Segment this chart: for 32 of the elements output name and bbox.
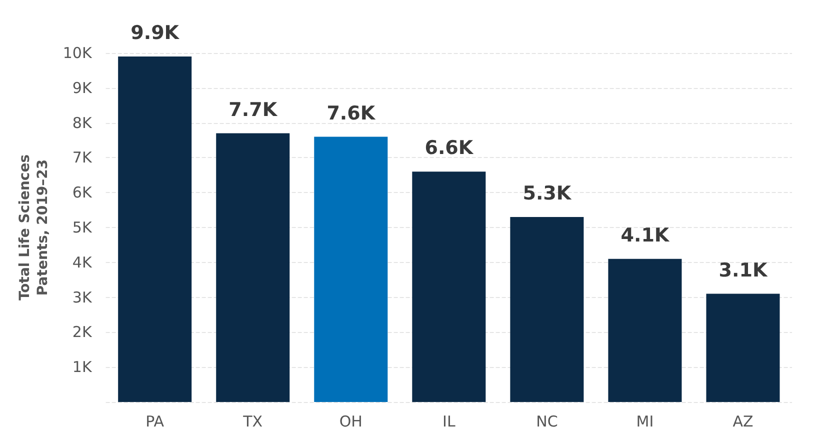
data-label: 9.9K bbox=[130, 22, 180, 44]
data-label: 4.1K bbox=[620, 224, 670, 246]
bar bbox=[608, 258, 682, 402]
y-tick-label: 8K bbox=[72, 114, 93, 132]
y-tick-label: 7K bbox=[72, 148, 93, 167]
x-tick-label: NC bbox=[536, 412, 558, 430]
bar bbox=[706, 294, 780, 402]
data-label: 6.6K bbox=[424, 137, 474, 160]
y-tick-label: 2K bbox=[72, 323, 93, 342]
y-axis-title: Total Life Sciences Patents, 2019–23 bbox=[17, 154, 51, 301]
x-tick-label: IL bbox=[442, 412, 456, 430]
x-tick-label: OH bbox=[339, 412, 362, 430]
data-label: 5.3K bbox=[522, 182, 572, 205]
data-label: 7.7K bbox=[228, 98, 278, 121]
data-label: 3.1K bbox=[718, 259, 768, 282]
bar bbox=[216, 133, 290, 402]
bar bbox=[412, 172, 486, 402]
bar bbox=[510, 217, 584, 402]
x-tick-label: AZ bbox=[732, 412, 754, 430]
x-tick-label: MI bbox=[636, 412, 654, 430]
x-tick-label: TX bbox=[242, 412, 263, 430]
y-tick-label: 4K bbox=[72, 253, 93, 272]
bar bbox=[314, 136, 388, 402]
y-tick-label: 1K bbox=[72, 358, 93, 376]
x-tick-label: PA bbox=[146, 412, 165, 430]
y-tick-label: 6K bbox=[72, 184, 93, 202]
bar bbox=[118, 56, 192, 402]
data-label: 7.6K bbox=[326, 102, 376, 124]
y-tick-label: 9K bbox=[72, 78, 93, 97]
y-tick-label: 3K bbox=[72, 288, 93, 306]
y-tick-label: 5K bbox=[72, 218, 93, 236]
y-tick-label: 10K bbox=[62, 44, 93, 62]
